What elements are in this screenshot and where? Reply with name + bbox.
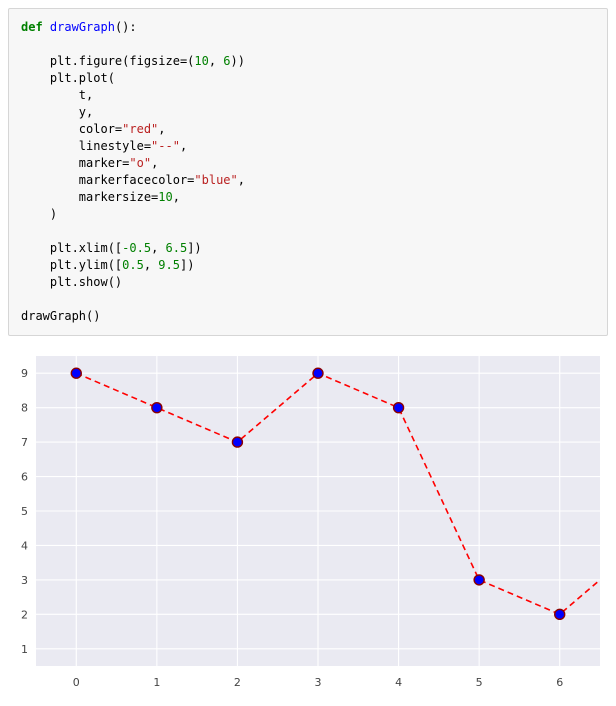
- code-line: plt.plot(: [21, 70, 595, 87]
- code-line: [21, 223, 595, 240]
- code-token: color=: [21, 122, 123, 136]
- y-tick-label: 2: [21, 608, 28, 621]
- code-token: plt.show(): [21, 275, 123, 289]
- code-token: "blue": [194, 173, 238, 187]
- code-line: [21, 291, 595, 308]
- figure-output: 0 1 2 3 4 5 6 1 2 3 4 5 6 7 8 9: [8, 348, 608, 706]
- code-token: ,: [172, 190, 180, 204]
- x-tick-label: 5: [476, 676, 483, 689]
- code-token: [43, 20, 50, 34]
- data-line: [75, 372, 601, 616]
- code-token: drawGraph: [49, 20, 115, 34]
- code-line: plt.show(): [21, 274, 595, 291]
- x-tick-label: 0: [73, 676, 80, 689]
- x-tick-label: 6: [556, 676, 563, 689]
- code-token: plt.plot(: [21, 71, 115, 85]
- code-token: ,: [151, 156, 159, 170]
- code-token: )): [230, 54, 245, 68]
- code-token: 9.5: [158, 258, 180, 272]
- code-token: "--": [151, 139, 180, 153]
- code-line: drawGraph(): [21, 308, 595, 325]
- code-line: marker="o",: [21, 155, 595, 172]
- code-line: color="red",: [21, 121, 595, 138]
- data-point: [312, 367, 324, 379]
- code-line: [21, 36, 595, 53]
- code-token: ]): [187, 241, 202, 255]
- data-point: [554, 608, 566, 621]
- code-line: markersize=10,: [21, 189, 595, 206]
- y-tick-label: 9: [21, 367, 28, 380]
- code-token: drawGraph(): [21, 309, 101, 323]
- code-line: y,: [21, 104, 595, 121]
- code-token: plt.ylim([: [21, 258, 123, 272]
- x-tick-label: 3: [315, 676, 322, 689]
- code-token: 6.5: [165, 241, 188, 255]
- code-line: markerfacecolor="blue",: [21, 172, 595, 189]
- code-token: plt.xlim([: [21, 241, 123, 255]
- code-token: linestyle=: [21, 139, 152, 153]
- code-line: plt.ylim([0.5, 9.5]): [21, 257, 595, 274]
- x-tick-label: 4: [395, 676, 402, 689]
- line-chart: 0 1 2 3 4 5 6 1 2 3 4 5 6 7 8 9: [21, 356, 601, 689]
- code-line: plt.xlim([-0.5, 6.5]): [21, 240, 595, 257]
- code-token: "o": [129, 156, 152, 170]
- y-tick-label: 3: [21, 574, 28, 587]
- x-tick-label: 2: [234, 676, 241, 689]
- code-token: ,: [179, 139, 188, 153]
- code-token: ():: [114, 20, 137, 34]
- code-token: markersize=: [21, 190, 159, 204]
- code-line: t,: [21, 87, 595, 104]
- code-token: ,: [151, 241, 166, 255]
- code-token: y,: [21, 105, 94, 119]
- code-line: ): [21, 206, 595, 223]
- code-token: 10: [194, 54, 209, 68]
- code-token: 0.5: [122, 258, 144, 272]
- code-token: plt.figure(figsize=(: [21, 54, 195, 68]
- code-token: ]): [179, 258, 195, 272]
- y-tick-label: 1: [21, 643, 28, 656]
- code-line: def drawGraph():: [21, 19, 595, 36]
- code-token: ,: [237, 173, 245, 187]
- code-token: ,: [158, 122, 166, 136]
- code-token: markerfacecolor=: [21, 173, 195, 187]
- code-line: plt.figure(figsize=(10, 6)): [21, 53, 595, 70]
- code-token: -0.5: [122, 241, 152, 255]
- code-token: ,: [208, 54, 224, 68]
- y-tick-label: 6: [21, 471, 28, 484]
- data-point: [70, 367, 82, 379]
- y-tick-label: 8: [21, 402, 28, 415]
- code-token: ,: [143, 258, 159, 272]
- x-tick-label: 1: [153, 676, 160, 689]
- code-token: t,: [21, 88, 94, 102]
- y-tick-label: 5: [21, 505, 28, 518]
- data-point: [392, 401, 405, 414]
- y-tick-label: 4: [21, 539, 28, 552]
- code-token: 6: [223, 54, 231, 68]
- code-cell[interactable]: def drawGraph(): plt.figure(figsize=(10,…: [8, 8, 608, 336]
- code-token: "red": [122, 122, 159, 136]
- data-point: [473, 574, 485, 586]
- data-point: [231, 436, 244, 448]
- y-tick-label: 7: [21, 436, 28, 449]
- code-block: def drawGraph(): plt.figure(figsize=(10,…: [21, 19, 595, 325]
- code-token: def: [21, 20, 43, 34]
- code-token: 10: [158, 190, 173, 204]
- data-point: [151, 401, 163, 414]
- code-line: linestyle="--",: [21, 138, 595, 155]
- code-token: marker=: [21, 156, 130, 170]
- code-token: ): [21, 207, 58, 221]
